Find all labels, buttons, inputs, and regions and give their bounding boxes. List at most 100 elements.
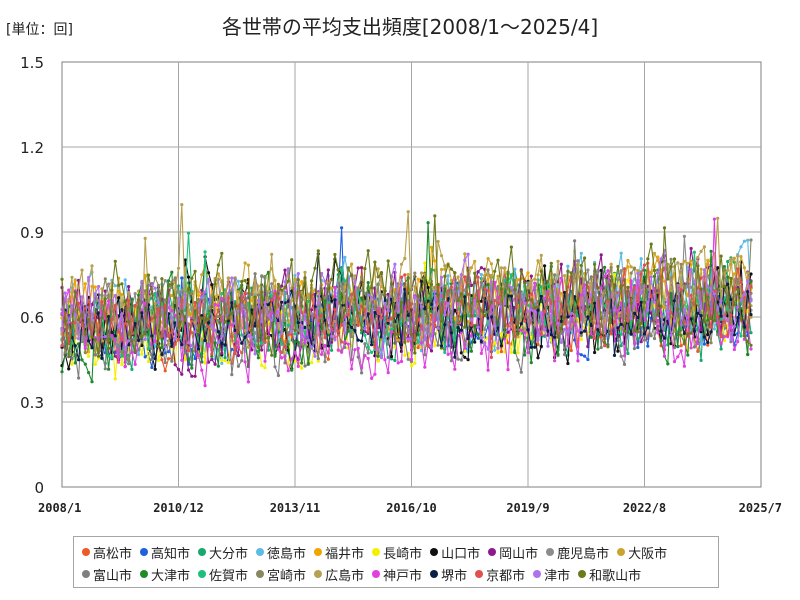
data-point (549, 313, 553, 317)
data-point (446, 289, 450, 293)
data-point (186, 303, 191, 307)
data-point (536, 338, 540, 342)
data-point (389, 354, 394, 359)
data-point (489, 262, 493, 266)
data-point (729, 337, 733, 341)
data-point (699, 249, 703, 253)
data-point (280, 288, 284, 292)
data-point (243, 329, 247, 333)
data-point (732, 324, 737, 328)
data-point (566, 330, 570, 334)
data-point (216, 341, 220, 345)
data-point (260, 274, 264, 278)
data-point (583, 283, 587, 287)
data-point (742, 292, 747, 297)
legend-label: 宮崎市 (267, 568, 307, 584)
data-point (240, 326, 244, 330)
legend-label: 京都市 (486, 568, 526, 584)
data-point (626, 351, 630, 356)
data-point (406, 307, 410, 311)
data-point (236, 330, 240, 334)
data-point (323, 279, 327, 283)
data-point (679, 288, 683, 292)
data-point (679, 333, 683, 337)
data-point (383, 338, 387, 342)
data-point (702, 299, 707, 303)
data-point (190, 366, 194, 370)
data-point (83, 332, 87, 336)
data-point (346, 329, 350, 333)
data-point (143, 289, 147, 293)
data-point (153, 276, 157, 280)
data-point (649, 275, 653, 279)
data-point (107, 315, 111, 319)
data-point (636, 271, 640, 275)
data-point (313, 266, 317, 270)
data-point (503, 266, 507, 270)
data-point (263, 366, 267, 370)
data-point (729, 276, 733, 280)
data-point (77, 318, 81, 322)
data-point (573, 279, 577, 283)
data-point (270, 311, 274, 315)
data-point (603, 265, 607, 269)
data-point (80, 312, 84, 316)
data-point (636, 299, 640, 303)
data-point (83, 351, 87, 355)
data-point (586, 357, 590, 362)
data-point (323, 308, 327, 312)
data-point (80, 268, 84, 272)
data-point (689, 317, 693, 321)
data-point (216, 272, 220, 276)
data-point (170, 270, 174, 274)
data-point (749, 238, 753, 242)
data-point (396, 287, 400, 291)
data-point (403, 287, 407, 291)
data-point (639, 340, 643, 344)
data-point (533, 306, 537, 310)
legend-label: 岡山市 (499, 546, 539, 562)
data-point (90, 318, 94, 322)
data-point (546, 344, 550, 348)
data-point (499, 350, 503, 354)
data-point (266, 289, 270, 293)
data-point (666, 310, 670, 314)
data-point (403, 273, 407, 277)
data-point (682, 331, 687, 335)
data-point (563, 327, 567, 331)
data-point (210, 283, 214, 287)
data-point (103, 335, 107, 339)
data-point (706, 262, 710, 266)
data-point (303, 276, 307, 280)
legend-marker (372, 548, 381, 556)
data-point (330, 340, 334, 344)
data-point (399, 343, 404, 347)
data-point (699, 276, 703, 280)
data-point (549, 261, 553, 265)
data-point (310, 361, 314, 365)
data-point (479, 336, 483, 340)
data-point (486, 268, 490, 272)
data-point (196, 293, 201, 297)
data-point (719, 342, 723, 346)
data-point (716, 266, 720, 270)
data-point (596, 286, 600, 290)
data-point (483, 314, 487, 318)
data-point (256, 345, 260, 350)
data-point (632, 347, 637, 351)
data-point (662, 328, 667, 332)
data-point (473, 271, 477, 275)
data-point (662, 336, 667, 340)
data-point (180, 358, 184, 362)
data-point (406, 210, 410, 214)
data-point (296, 364, 300, 368)
data-point (626, 258, 630, 263)
data-point (662, 226, 667, 230)
legend-label: 大分市 (209, 546, 249, 562)
data-point (286, 267, 290, 271)
data-point (576, 259, 580, 263)
data-point (170, 359, 174, 363)
data-point (143, 301, 147, 305)
data-point (203, 319, 207, 323)
data-point (493, 341, 497, 345)
